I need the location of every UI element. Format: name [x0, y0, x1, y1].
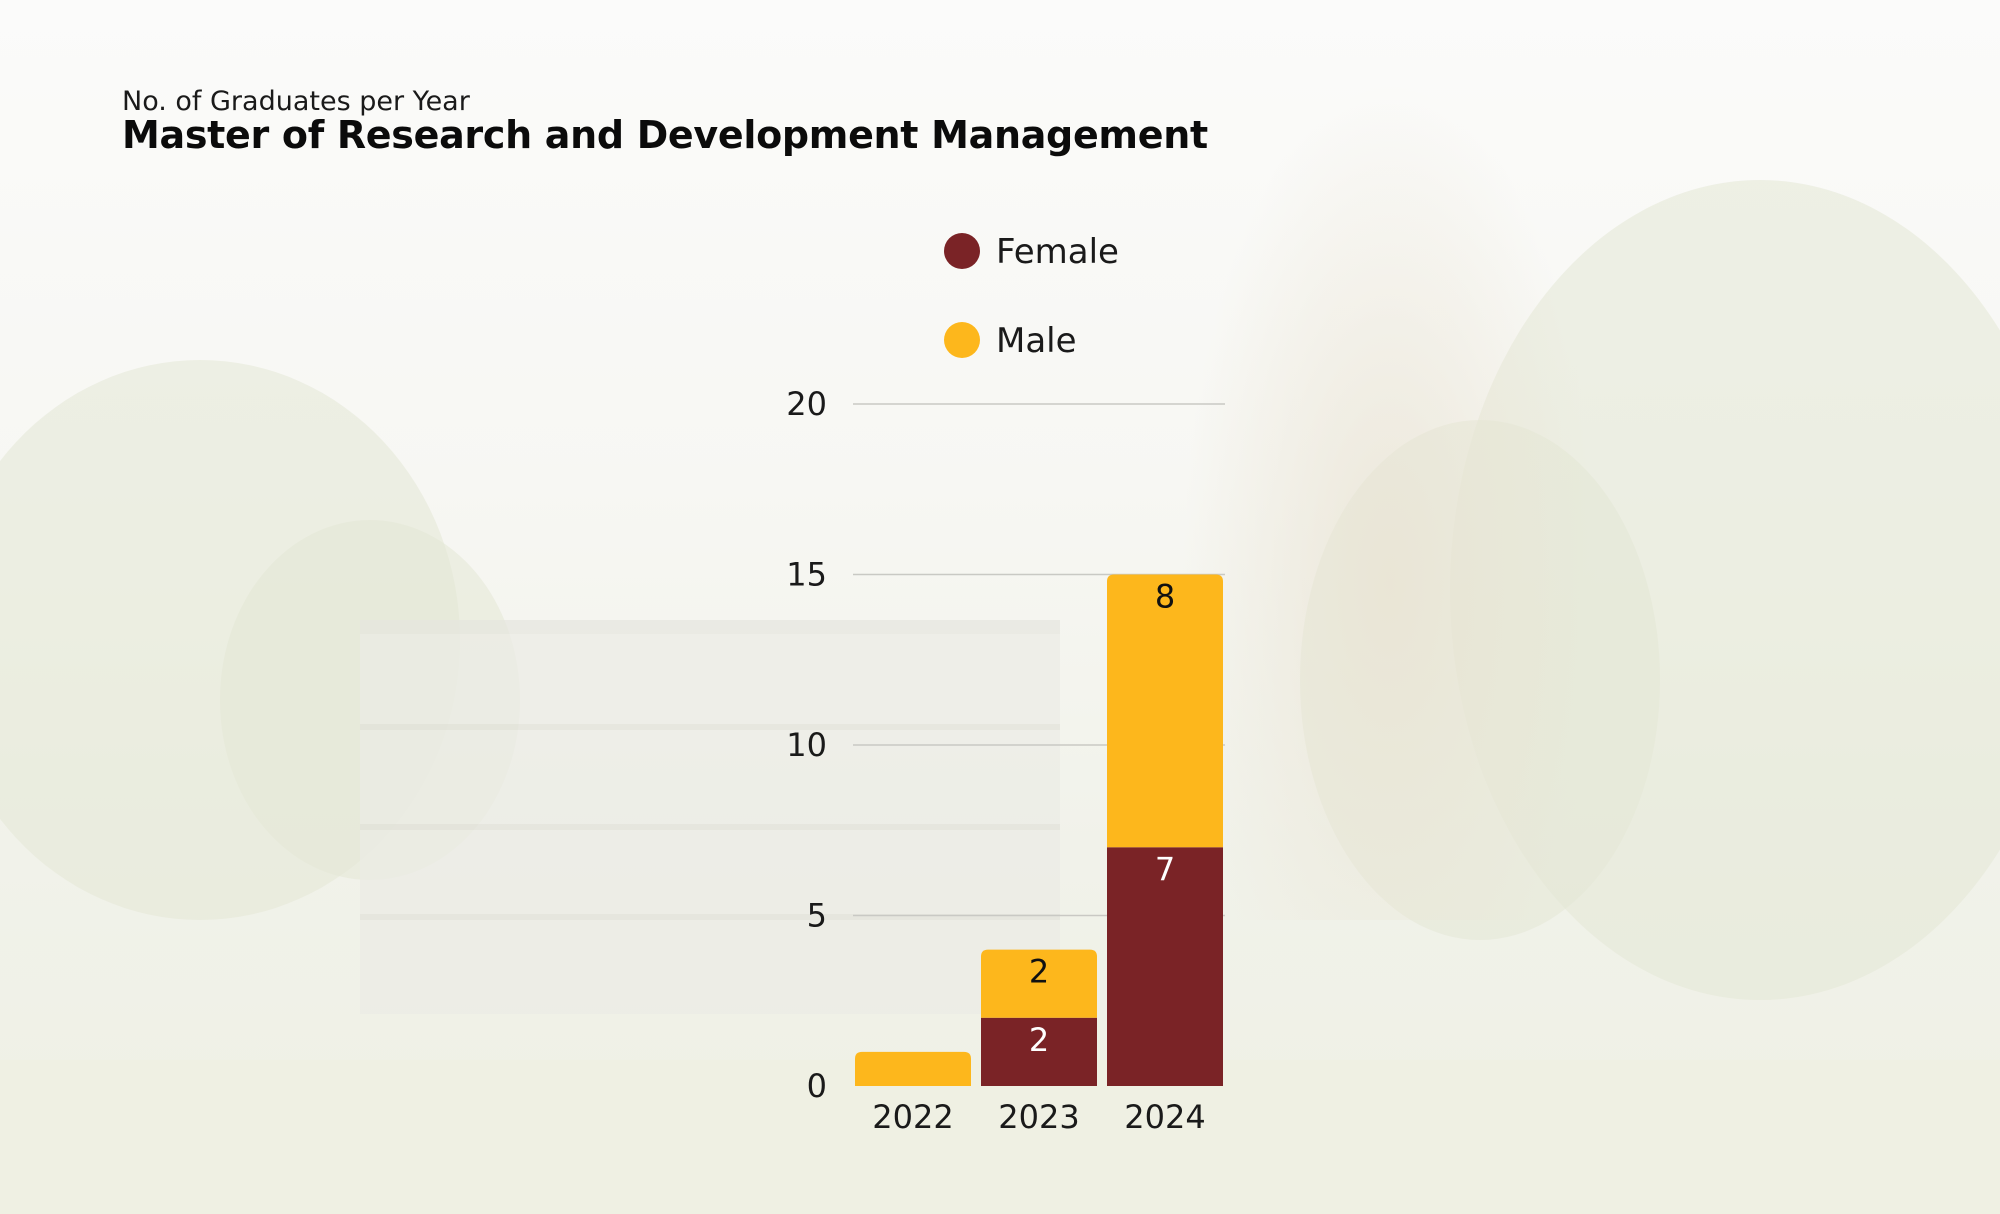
y-tick-label: 20 — [786, 385, 827, 423]
y-tick-label: 5 — [807, 897, 827, 935]
y-tick-label: 15 — [786, 556, 827, 594]
statue-silhouette — [1180, 80, 1600, 920]
x-tick-label-2024: 2024 — [1124, 1098, 1205, 1136]
y-tick-label: 0 — [807, 1067, 827, 1105]
bars: 2 2 7 8 — [855, 574, 1223, 1086]
x-tick-label-2022: 2022 — [872, 1098, 953, 1136]
chart-subtitle: No. of Graduates per Year — [122, 86, 470, 117]
data-label-male-2023: 2 — [1029, 953, 1049, 991]
bar-male-2022 — [855, 1051, 971, 1086]
data-label-female-2023: 2 — [1029, 1021, 1049, 1059]
legend-label-female: Female — [996, 232, 1119, 272]
bar-female-2024 — [1107, 847, 1223, 1086]
legend-swatch-male — [944, 322, 980, 358]
chart-title: Master of Research and Development Manag… — [122, 113, 1208, 157]
data-label-male-2024: 8 — [1155, 578, 1175, 616]
legend-swatch-female — [944, 233, 980, 269]
bar-male-2024 — [1107, 574, 1223, 848]
building-silhouette — [360, 620, 1060, 1014]
x-tick-label-2023: 2023 — [998, 1098, 1079, 1136]
legend-label-male: Male — [996, 321, 1077, 361]
y-tick-label: 10 — [786, 726, 827, 764]
y-axis-ticks: 0 5 10 15 20 — [786, 385, 827, 1105]
x-axis-labels: 2022 2023 2024 — [872, 1098, 1205, 1136]
data-label-female-2024: 7 — [1155, 850, 1175, 888]
legend: Female Male — [944, 232, 1119, 361]
bar-male-2023 — [981, 949, 1097, 1018]
bar-female-2023 — [981, 1017, 1097, 1086]
